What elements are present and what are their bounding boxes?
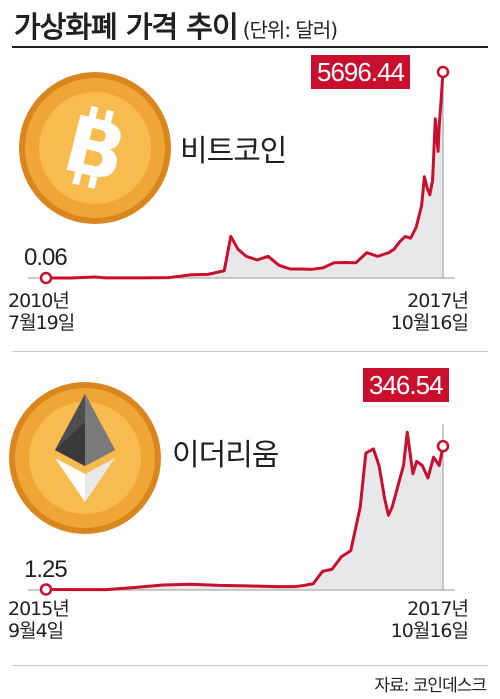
ethereum-diamond-icon <box>55 394 115 502</box>
bitcoin-start-value: 0.06 <box>24 244 68 271</box>
bitcoin-area <box>46 72 443 278</box>
bitcoin-start-year: 2010년 <box>8 290 70 312</box>
ethereum-start-md: 9월4일 <box>8 620 64 642</box>
ethereum-start-point <box>39 583 53 596</box>
title-main: 가상화폐 가격 추이 <box>14 10 239 44</box>
section-divider <box>12 351 488 352</box>
bottom-rule <box>12 665 488 666</box>
ethereum-start-date: 2015년 9월4일 <box>8 598 70 642</box>
ethereum-start-year: 2015년 <box>8 598 70 620</box>
ethereum-end-md: 10월16일 <box>390 620 469 642</box>
bitcoin-end-badge: 5696.44 <box>311 55 410 89</box>
ethereum-end-point <box>436 439 450 453</box>
bitcoin-start-point <box>39 271 53 285</box>
ethereum-coin-icon <box>9 382 161 534</box>
ethereum-name: 이더리움 <box>172 438 279 473</box>
ethereum-area <box>46 432 443 590</box>
bitcoin-end-md: 10월16일 <box>390 312 469 334</box>
bitcoin-chart <box>28 65 455 285</box>
bitcoin-start-date: 2010년 7월19일 <box>8 290 75 334</box>
bitcoin-end-date: 2017년 10월16일 <box>390 290 469 334</box>
ethereum-end-year: 2017년 <box>407 598 469 620</box>
bitcoin-start-md: 7월19일 <box>8 312 75 334</box>
bitcoin-end-year: 2017년 <box>407 290 469 312</box>
title-unit: (단위: 달러) <box>242 18 338 42</box>
title-rule <box>12 46 488 48</box>
bitcoin-name: 비트코인 <box>180 134 287 169</box>
bitcoin-end-point <box>436 65 450 79</box>
ethereum-series-line <box>45 430 445 592</box>
bitcoin-coin-icon: B <box>19 72 171 224</box>
bitcoin-series-line <box>45 71 445 280</box>
ethereum-end-date: 2017년 10월16일 <box>390 598 469 642</box>
chart-title: 가상화폐 가격 추이 (단위: 달러) <box>14 4 338 46</box>
ethereum-end-badge: 346.54 <box>363 368 449 402</box>
ethereum-chart <box>28 424 455 596</box>
ethereum-start-value: 1.25 <box>24 556 68 583</box>
source-label: 자료: 코인데스크 <box>374 676 487 696</box>
